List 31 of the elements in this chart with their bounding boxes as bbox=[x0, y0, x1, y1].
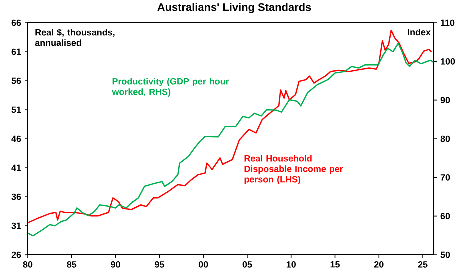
x-tick-label: 20 bbox=[374, 262, 384, 268]
y2-tick-label: 90 bbox=[440, 97, 450, 104]
y-tick-label: 31 bbox=[12, 222, 22, 230]
y2-axis-title: Index bbox=[408, 28, 431, 36]
y-tick-label: 36 bbox=[12, 194, 22, 200]
y-tick-label: 41 bbox=[12, 164, 22, 172]
y2-tick-label: 50 bbox=[440, 252, 450, 258]
x-tick-label: 25 bbox=[418, 262, 428, 268]
y-tick-label: 56 bbox=[12, 78, 22, 84]
x-tick-label: 00 bbox=[198, 262, 208, 268]
text: Productivity (GDP per hour worked, RHS) bbox=[112, 78, 230, 97]
x-tick-label: 85 bbox=[67, 262, 77, 268]
x-tick-label: 05 bbox=[242, 262, 252, 268]
x-tick-label: 90 bbox=[111, 262, 120, 268]
x-tick-label: 15 bbox=[330, 262, 340, 268]
y2-tick-label: 60 bbox=[440, 213, 450, 220]
y-tick-label: 26 bbox=[12, 252, 22, 258]
y2-tick-label: 110 bbox=[441, 20, 455, 26]
y-tick-label: 51 bbox=[12, 106, 22, 114]
y-tick-label: 61 bbox=[12, 48, 22, 56]
y2-tick-label: 100 bbox=[441, 58, 456, 65]
x-tick-label: 10 bbox=[286, 262, 296, 268]
y-tick-label: 46 bbox=[12, 136, 22, 142]
y-axis-title: Real $, thousands, annualised bbox=[35, 28, 115, 46]
x-tick-label: 80 bbox=[23, 262, 33, 268]
x-tick-label: 95 bbox=[155, 262, 164, 268]
y2-tick-label: 70 bbox=[440, 174, 450, 181]
y-tick-label: 66 bbox=[12, 20, 22, 26]
y2-tick-label: 80 bbox=[440, 136, 450, 142]
chart-title: Australians' Living Standards bbox=[158, 3, 312, 14]
series-label: Real Household Disposable Income per person (LHS) bbox=[244, 155, 344, 184]
